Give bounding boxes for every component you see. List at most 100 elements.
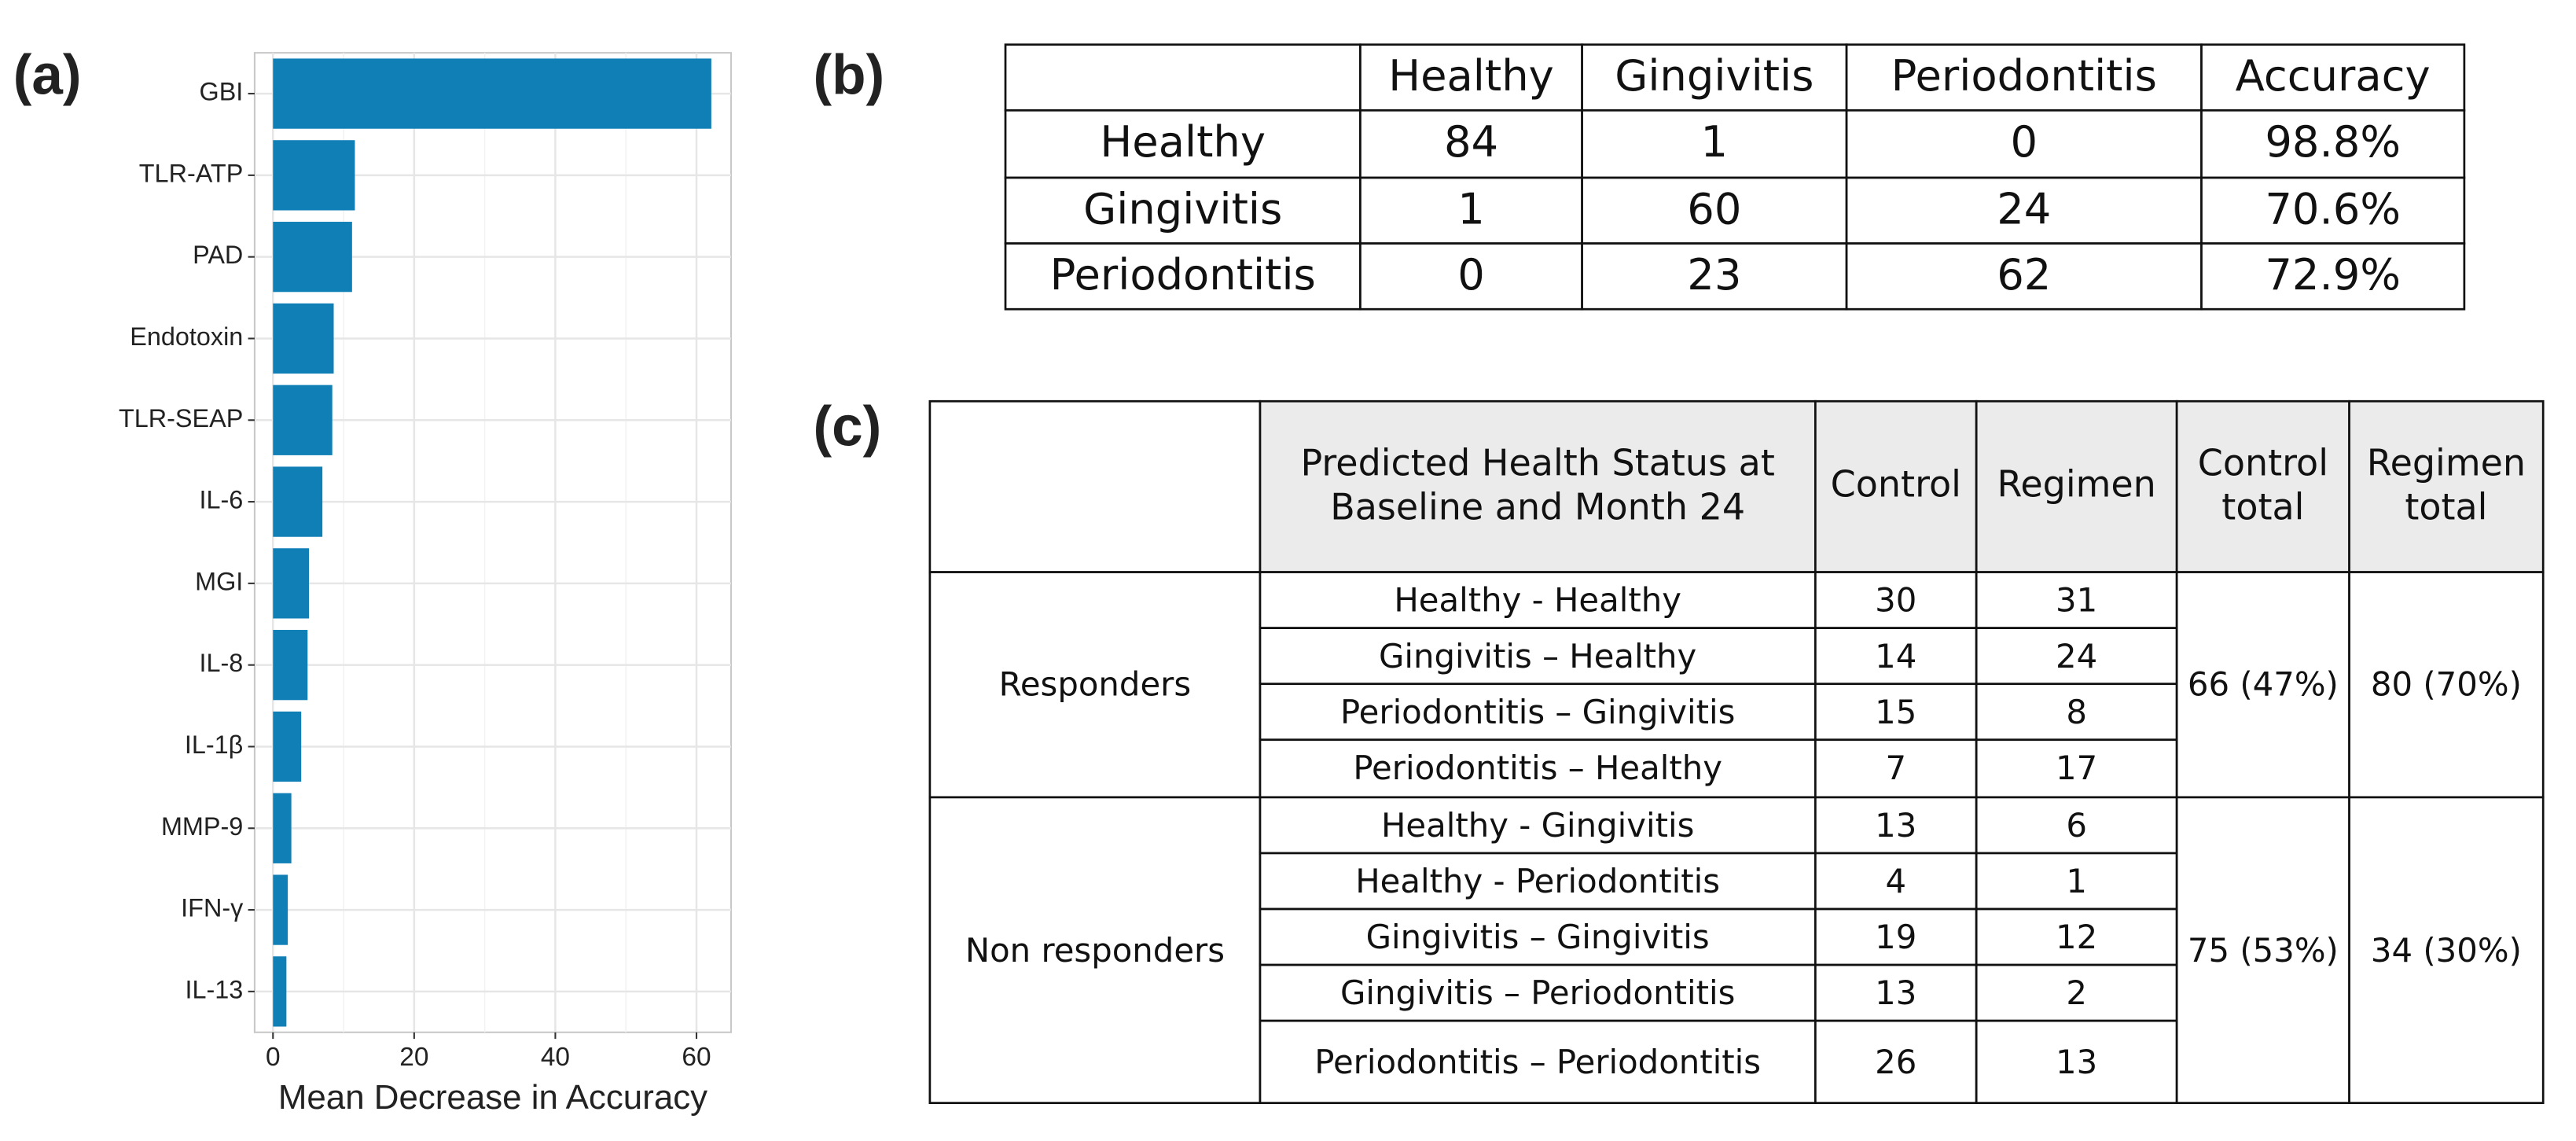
row-header: Gingivitis: [1083, 185, 1283, 235]
group-label: Responders: [998, 664, 1192, 704]
table-cell: [1259, 796, 1817, 855]
table-cell: [1845, 176, 2203, 245]
cell-content: 15: [1875, 691, 1916, 731]
table-cell: [1004, 109, 1361, 179]
table-cell: [1581, 242, 1848, 311]
table-cell: [1581, 43, 1848, 112]
bar: [273, 303, 334, 374]
table-value: 4: [1885, 860, 1907, 900]
cell-content: Periodontitis: [1891, 53, 2157, 102]
table-value: 62: [1997, 251, 2052, 301]
table-cell: [1975, 571, 2178, 630]
cell-content: 30: [1875, 579, 1917, 620]
table-cell: [1814, 683, 1978, 742]
cell-content: Gingivitis: [1083, 185, 1283, 235]
x-tick-label: 0: [266, 1043, 281, 1072]
table-value: 23: [1687, 251, 1742, 301]
cell-content: 8: [2066, 691, 2087, 731]
row-header: Healthy: [1100, 119, 1266, 168]
cell-content: 13: [1875, 804, 1916, 844]
regimen-total: 80 (70%): [2370, 664, 2522, 704]
y-tick-label: IL-1β: [185, 731, 243, 759]
panel-label: (b): [814, 44, 885, 106]
table-value: 24: [2056, 635, 2098, 675]
cell-content: 24: [2056, 635, 2098, 675]
table-value: 14: [1875, 635, 1917, 675]
control-total: 66 (47%): [2187, 664, 2339, 704]
cell-content: 70.6%: [2265, 186, 2401, 235]
column-header: Control total: [2197, 443, 2328, 530]
bar: [273, 956, 287, 1027]
cell-content: 7: [1885, 748, 1906, 787]
cell-content: 2: [2066, 972, 2087, 1011]
table-cell: [1359, 176, 1583, 245]
table-cell: [1259, 852, 1817, 911]
table-cell: [1004, 43, 1361, 112]
table-cell: [928, 399, 1262, 573]
table-cell: [2200, 109, 2466, 179]
table-cell: [1814, 963, 1978, 1022]
table-value: 1: [1457, 185, 1485, 235]
table-cell: [1004, 176, 1361, 245]
cell-content: Gingivitis: [1615, 52, 1814, 102]
table-value: 31: [2056, 579, 2098, 620]
cell-content: Control: [1830, 466, 1961, 507]
status: Gingivitis – Gingivitis: [1365, 916, 1710, 956]
table-cell: [1814, 627, 1978, 686]
table-cell: [1259, 399, 1817, 573]
column-header: Predicted Health Status at Baseline and …: [1300, 443, 1775, 530]
table-value: 0: [1457, 251, 1485, 301]
cell-content: 0: [1457, 251, 1485, 301]
accuracy: 98.8%: [2265, 119, 2401, 168]
column-header: Gingivitis: [1615, 52, 1814, 102]
bar: [273, 140, 355, 211]
cell-content: 13: [2056, 1041, 2097, 1080]
column-header: Control: [1830, 466, 1961, 507]
cell-content: 66 (47%): [2187, 664, 2339, 704]
cell-content: Gingivitis – Periodontitis: [1339, 972, 1736, 1012]
table-value: 1: [1700, 119, 1729, 168]
table-cell: [2348, 571, 2545, 799]
cell-content: 12: [2056, 916, 2097, 955]
status: Healthy - Periodontitis: [1355, 860, 1721, 900]
cell-content: Non responders: [965, 929, 1225, 969]
cell-content: 1: [2066, 860, 2087, 900]
table-value: 8: [2066, 691, 2087, 731]
cell-content: Accuracy: [2236, 53, 2431, 102]
column-header: Regimen total: [2366, 443, 2526, 530]
table-cell: [928, 571, 1262, 799]
table-value: 30: [1875, 579, 1917, 620]
bar: [273, 874, 288, 945]
column-header: Healthy: [1388, 52, 1554, 102]
y-tick-label: PAD: [193, 241, 243, 269]
control-total: 75 (53%): [2187, 929, 2339, 970]
y-tick-label: IL-13: [186, 975, 244, 1003]
cell-content: 34 (30%): [2370, 929, 2522, 970]
cell-content: Healthy - Gingivitis: [1380, 804, 1695, 845]
status: Healthy - Gingivitis: [1380, 804, 1695, 845]
x-tick-label: 20: [399, 1043, 428, 1072]
cell-content: 14: [1875, 635, 1917, 675]
cell-content: 80 (70%): [2370, 664, 2522, 704]
bar: [273, 630, 308, 701]
cell-content: 17: [2056, 748, 2097, 787]
regimen-total: 34 (30%): [2370, 929, 2522, 970]
bar: [273, 466, 323, 537]
panel-label: (c): [814, 396, 882, 458]
column-header: Regimen: [1997, 466, 2156, 507]
bar: [273, 222, 352, 293]
status: Gingivitis – Periodontitis: [1339, 972, 1736, 1012]
table-cell: [1814, 852, 1978, 911]
table-cell: [1004, 242, 1361, 311]
y-tick-label: MGI: [195, 567, 243, 595]
table-cell: [2175, 571, 2350, 799]
cell-content: Periodontitis – Periodontitis: [1314, 1041, 1761, 1080]
cell-content: 98.8%: [2265, 119, 2401, 168]
table-cell: [1814, 907, 1978, 966]
cell-content: Healthy: [1388, 52, 1554, 102]
table-cell: [2175, 399, 2350, 573]
table-cell: [1975, 627, 2178, 686]
table-cell: [1259, 738, 1817, 799]
table-value: 84: [1443, 119, 1499, 168]
cell-content: 1: [1457, 185, 1485, 235]
